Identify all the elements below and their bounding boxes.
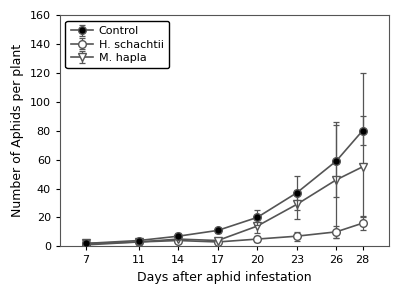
X-axis label: Days after aphid infestation: Days after aphid infestation: [137, 271, 312, 284]
Legend: Control, H. schachtii, M. hapla: Control, H. schachtii, M. hapla: [65, 21, 169, 68]
Y-axis label: Number of Aphids per plant: Number of Aphids per plant: [11, 44, 24, 217]
